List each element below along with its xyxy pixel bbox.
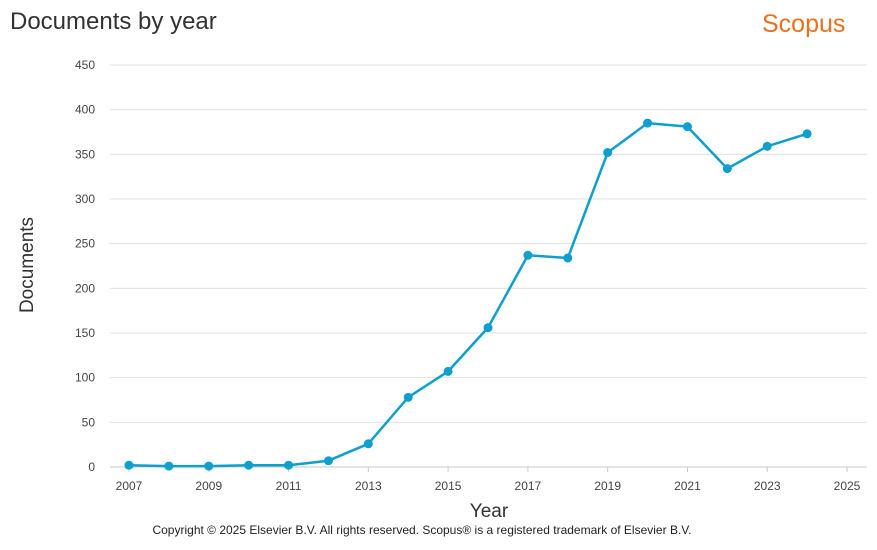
gridlines <box>110 64 867 468</box>
data-point[interactable] <box>722 164 732 174</box>
data-point[interactable] <box>563 253 573 263</box>
data-point[interactable] <box>244 460 254 470</box>
y-tick-label: 450 <box>75 58 95 72</box>
y-tick-label: 350 <box>75 147 95 161</box>
x-tick-label: 2021 <box>674 479 701 493</box>
x-axis-ticks: 2007 2009 2011 2013 2015 2017 2019 2021 2023 2025 <box>116 467 861 493</box>
x-tick-label: 2023 <box>754 479 781 493</box>
x-tick-label: 2015 <box>435 479 462 493</box>
x-axis-label: Year <box>470 501 509 522</box>
data-point[interactable] <box>682 122 692 132</box>
y-tick-label: 50 <box>82 415 96 429</box>
data-point[interactable] <box>164 461 174 471</box>
scopus-logo[interactable]: Scopus <box>762 10 846 38</box>
copyright-notice: Copyright © 2025 Elsevier B.V. All right… <box>152 523 692 537</box>
x-tick-label: 2017 <box>515 479 542 493</box>
x-tick-label: 2025 <box>834 479 861 493</box>
data-point[interactable] <box>523 250 533 260</box>
y-tick-label: 0 <box>88 460 95 474</box>
data-point[interactable] <box>124 460 134 470</box>
y-tick-label: 300 <box>75 192 95 206</box>
y-tick-label: 250 <box>75 237 95 251</box>
data-point[interactable] <box>403 392 413 402</box>
y-tick-label: 150 <box>75 326 95 340</box>
data-point[interactable] <box>603 148 613 158</box>
x-tick-label: 2013 <box>355 479 382 493</box>
chart-title: Documents by year <box>10 8 217 35</box>
data-point[interactable] <box>363 439 373 449</box>
series-documents <box>124 118 812 471</box>
data-point[interactable] <box>762 141 772 151</box>
y-tick-label: 100 <box>75 371 95 385</box>
data-point[interactable] <box>443 366 453 376</box>
data-point[interactable] <box>483 323 493 333</box>
data-point[interactable] <box>204 461 214 471</box>
data-point[interactable] <box>323 456 333 466</box>
y-tick-label: 400 <box>75 103 95 117</box>
y-tick-label: 200 <box>75 281 95 295</box>
series-line <box>128 121 808 468</box>
x-tick-label: 2019 <box>594 479 621 493</box>
data-point[interactable] <box>643 118 653 128</box>
x-tick-label: 2011 <box>276 479 302 493</box>
data-point[interactable] <box>284 460 294 470</box>
x-tick-label: 2007 <box>116 479 143 493</box>
y-axis-ticks: 0 50 100 150 200 250 300 350 400 450 <box>75 58 95 474</box>
x-tick-label: 2009 <box>195 479 222 493</box>
y-axis-label: Documents <box>17 217 38 313</box>
data-point[interactable] <box>802 129 812 139</box>
